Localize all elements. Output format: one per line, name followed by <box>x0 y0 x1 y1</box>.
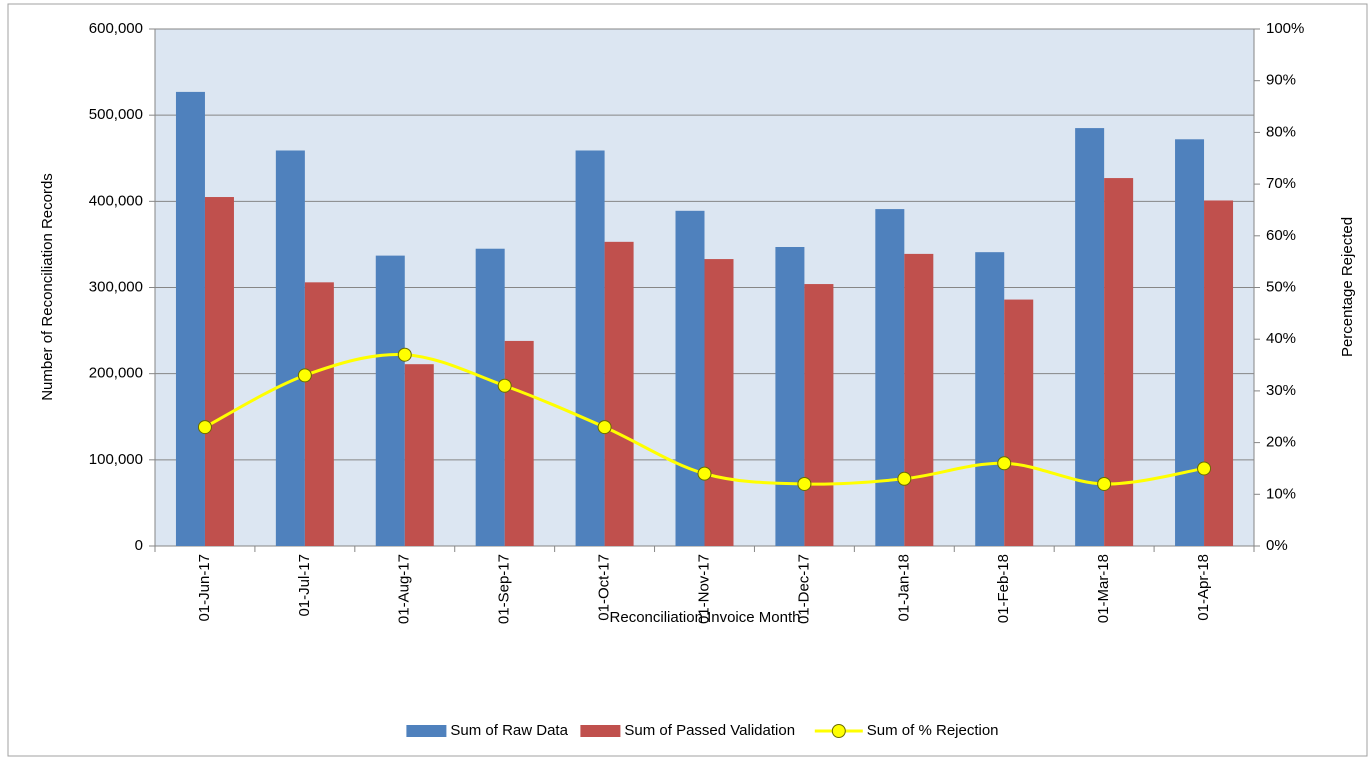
bar <box>775 247 805 547</box>
legend-swatch <box>580 725 621 737</box>
x-tick-label: 01-Feb-18 <box>995 554 1012 623</box>
bar <box>1075 128 1105 546</box>
bar <box>375 255 405 546</box>
bar <box>1204 200 1234 546</box>
bar <box>1104 178 1134 546</box>
x-axis-title: Reconciliation Invoice Month <box>610 609 801 626</box>
y-tick-label: 0 <box>135 537 143 554</box>
bar <box>204 197 234 546</box>
bar <box>904 253 934 546</box>
bar <box>604 241 634 546</box>
bar <box>1175 139 1205 546</box>
y-tick-label: 300,000 <box>89 278 143 295</box>
bar <box>975 252 1005 546</box>
y-tick-label: 200,000 <box>89 365 143 382</box>
bar <box>575 150 605 546</box>
bar <box>504 340 534 546</box>
y2-tick-label: 90% <box>1266 72 1296 89</box>
y2-tick-label: 0% <box>1266 537 1288 554</box>
bar <box>275 150 305 546</box>
bar <box>404 364 434 546</box>
bar <box>475 248 505 546</box>
y2-tick-label: 30% <box>1266 382 1296 399</box>
x-tick-label: 01-Sep-17 <box>496 554 513 624</box>
x-tick-label: 01-Apr-18 <box>1195 554 1212 621</box>
legend-swatch <box>406 725 447 737</box>
y2-axis-title: Percentage Rejected <box>1339 217 1356 357</box>
bar <box>304 282 334 546</box>
y-tick-label: 100,000 <box>89 451 143 468</box>
line-marker <box>997 456 1012 471</box>
x-tick-label: 01-Nov-17 <box>695 554 712 624</box>
x-tick-label: 01-Jun-17 <box>196 554 213 622</box>
x-tick-label: 01-Oct-17 <box>596 554 613 621</box>
line-marker <box>1197 461 1212 476</box>
bar <box>175 91 205 546</box>
y2-tick-label: 80% <box>1266 123 1296 140</box>
y2-tick-label: 40% <box>1266 330 1296 347</box>
line-marker <box>397 347 412 362</box>
y-tick-label: 400,000 <box>89 192 143 209</box>
bar <box>675 210 705 547</box>
line-marker <box>797 476 812 491</box>
line-marker <box>1097 476 1112 491</box>
x-tick-label: 01-Dec-17 <box>795 554 812 624</box>
x-tick-label: 01-Aug-17 <box>396 554 413 624</box>
y2-tick-label: 60% <box>1266 227 1296 244</box>
y2-tick-label: 100% <box>1266 20 1304 37</box>
y-tick-label: 500,000 <box>89 106 143 123</box>
legend-label: Sum of Raw Data <box>450 722 568 739</box>
legend-label: Sum of Passed Validation <box>624 722 795 739</box>
x-tick-label: 01-Jul-17 <box>296 554 313 617</box>
bar <box>804 284 834 546</box>
bar <box>704 259 734 546</box>
x-tick-label: 01-Jan-18 <box>895 554 912 622</box>
legend-swatch <box>831 724 846 738</box>
line-marker <box>197 420 212 435</box>
legend-label: Sum of % Rejection <box>867 722 999 739</box>
y2-tick-label: 10% <box>1266 485 1296 502</box>
x-tick-label: 01-Mar-18 <box>1095 554 1112 623</box>
line-marker <box>297 368 312 383</box>
bar <box>875 209 905 547</box>
bar <box>1004 299 1034 546</box>
y2-tick-label: 50% <box>1266 278 1296 295</box>
y2-tick-label: 70% <box>1266 175 1296 192</box>
line-marker <box>697 466 712 481</box>
y2-tick-label: 20% <box>1266 434 1296 451</box>
line-marker <box>897 471 912 486</box>
line-marker <box>597 420 612 435</box>
y-axis-title: Number of Reconciliation Records <box>39 173 56 401</box>
line-marker <box>497 378 512 393</box>
y-tick-label: 600,000 <box>89 20 143 37</box>
